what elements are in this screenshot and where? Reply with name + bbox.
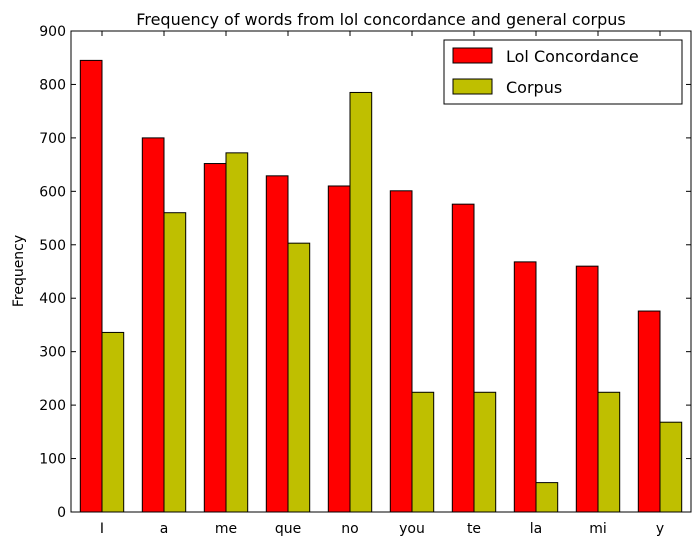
y-tick-label: 800 (39, 77, 66, 93)
chart-title: Frequency of words from lol concordance … (136, 10, 625, 29)
y-tick-label: 100 (39, 452, 66, 468)
bar-lol-concordance-me (203, 163, 227, 513)
plot-frame (70, 30, 692, 513)
x-tick-label-a: a (160, 521, 169, 537)
bars-group (79, 59, 683, 513)
bar-lol-concordance-mi (575, 265, 599, 513)
x-tick-label-que: que (275, 521, 301, 537)
y-tick-label: 900 (39, 24, 66, 40)
bar-corpus-te (473, 391, 497, 513)
bar-corpus-you (411, 391, 435, 513)
y-tick-label: 300 (39, 345, 66, 361)
legend-swatch-corpus (452, 78, 493, 95)
y-axis: 0 100 200 300 400 500 600 700 800 900 (39, 24, 691, 521)
legend-label-lol-concordance: Lol Concordance (506, 47, 639, 66)
x-tick-label-mi: mi (589, 521, 607, 537)
y-tick-label: 0 (57, 505, 66, 521)
bar-lol-concordance-you (389, 190, 413, 513)
y-tick-label: 600 (39, 184, 66, 200)
bar-lol-concordance-la (513, 261, 537, 513)
y-axis-label: Frequency (11, 235, 27, 307)
legend-label-corpus: Corpus (506, 78, 562, 97)
y-tick-label: 700 (39, 131, 66, 147)
x-tick-label-y: y (656, 521, 664, 537)
x-tick-label-me: me (215, 521, 237, 537)
bar-corpus-la (535, 482, 559, 513)
x-tick-label-no: no (341, 521, 358, 537)
bar-lol-concordance-I (79, 59, 103, 513)
bar-lol-concordance-te (451, 203, 475, 513)
y-tick-label: 500 (39, 238, 66, 254)
x-tick-label-you: you (399, 521, 425, 537)
bar-corpus-no (349, 91, 373, 513)
x-tick-label-la: la (530, 521, 542, 537)
legend-swatch-lol-concordance (452, 47, 493, 64)
bar-corpus-I (101, 331, 125, 513)
bar-lol-concordance-a (141, 137, 165, 513)
y-tick-label: 200 (39, 398, 66, 414)
bar-corpus-me (225, 152, 249, 513)
bar-lol-concordance-y (637, 310, 661, 513)
bar-corpus-mi (597, 391, 621, 513)
x-tick-label-I: I (100, 521, 104, 537)
bar-corpus-a (163, 212, 187, 513)
bar-lol-concordance-que (265, 175, 289, 513)
x-tick-label-te: te (467, 521, 481, 537)
y-tick-label: 400 (39, 291, 66, 307)
legend: Lol Concordance Corpus (443, 39, 683, 105)
bar-corpus-que (287, 242, 311, 513)
bar-lol-concordance-no (327, 185, 351, 513)
bar-corpus-y (659, 421, 683, 513)
